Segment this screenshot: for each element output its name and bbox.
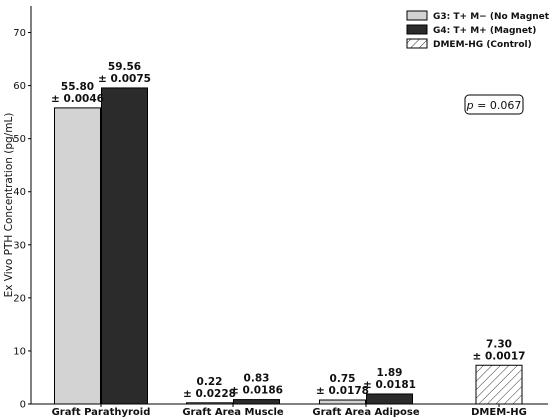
bar: [54, 107, 101, 405]
bar: [186, 402, 233, 405]
x-tick-label: Graft Area Muscle: [182, 407, 284, 418]
bar-data-label: 1.89 ± 0.0181: [363, 367, 416, 391]
y-tick-label: 10: [13, 346, 26, 357]
x-tick-label: Graft Area Adipose: [312, 407, 419, 418]
bar-data-label: 0.75 ± 0.0178: [316, 373, 369, 397]
bar-data-label: 0.22 ± 0.0228: [183, 376, 236, 400]
bar-data-label: 7.30 ± 0.0017: [473, 338, 526, 362]
chart-legend: G3: T+ M− (No Magnet) G4: T+ M+ (Magnet) D…: [406, 10, 550, 50]
y-tick-label: 30: [13, 240, 26, 251]
chart-bars: [54, 87, 523, 405]
legend-entry: G4: T+ M+ (Magnet): [433, 26, 536, 36]
bar: [101, 87, 148, 405]
legend-entry: G3: T+ M− (No Magnet): [433, 12, 550, 22]
bar: [366, 393, 413, 405]
p-value-box: [464, 94, 524, 115]
bar-data-label: 59.56 ± 0.0075: [98, 61, 151, 85]
p-value-label: p = 0.067: [466, 99, 522, 112]
bar-data-label: 55.80 ± 0.0046: [51, 81, 104, 105]
bar: [233, 399, 280, 405]
legend-swatch: [406, 10, 428, 21]
y-tick-label: 60: [13, 81, 26, 92]
y-axis-label: Ex Vivo PTH Concentration (pg/mL): [3, 113, 15, 298]
bar: [319, 399, 366, 405]
x-tick-label: Graft Parathyroid: [52, 407, 151, 418]
y-tick-label: 40: [13, 187, 26, 198]
chart-annotation: p = 0.067: [464, 94, 524, 115]
legend-swatch: [406, 24, 428, 35]
legend-swatch: [406, 38, 428, 49]
chart-axes: 0 10 20 30 40 50 60 70 Ex Vivo PTH Concentration…: [3, 6, 548, 418]
y-tick-label: 70: [13, 28, 26, 39]
y-tick-label: 50: [13, 134, 26, 145]
x-tick-label: DMEM-HG: [471, 407, 527, 418]
bar-data-label: 0.83 ± 0.0186: [230, 373, 283, 397]
y-tick-label: 0: [20, 400, 26, 411]
y-tick-label: 20: [13, 293, 26, 304]
legend-entry: DMEM-HG (Control): [433, 40, 532, 50]
chart-data-labels: 55.80 ± 0.0046 0.22 ± 0.0228 0.75 ± 0.0178 59.…: [51, 61, 525, 400]
bar: [475, 364, 523, 405]
